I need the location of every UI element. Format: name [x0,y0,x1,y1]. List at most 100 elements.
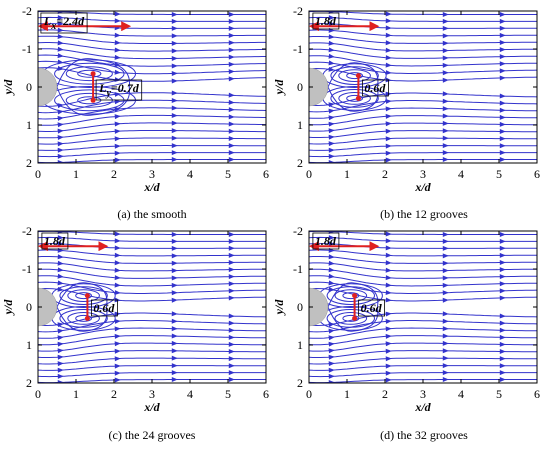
streamline [38,287,266,302]
streamline-arrow [171,40,178,46]
streamline [38,35,266,44]
x-tick-label: 2 [382,167,388,181]
streamline-arrow [171,25,178,31]
streamline-arrow [57,46,64,52]
streamline-arrow [442,348,449,354]
ly-label: 0.6d [93,301,115,315]
streamline [309,350,537,358]
lx-label-box [312,12,340,30]
streamline-arrow [442,333,449,339]
streamline-arrow [114,348,121,354]
cylinder [309,67,329,107]
streamline-arrow [442,91,449,97]
x-axis-label: x/d [143,180,160,194]
streamline-arrow [171,70,178,76]
x-tick-label: 0 [306,387,312,401]
streamline-arrow [442,77,449,83]
streamline-arrow [228,232,235,237]
streamline [38,268,266,279]
ly-endpoint [84,315,90,321]
streamline-arrow [385,245,392,251]
streamline-arrow [228,25,235,31]
streamline-arrow [385,326,392,332]
streamline-arrow [499,341,506,347]
streamline [38,275,266,287]
streamline-arrow [385,377,392,383]
streamline-arrow [499,61,506,67]
vortex-loop [75,292,92,300]
streamline-arrow [499,245,506,251]
streamline-arrow [328,128,335,134]
streamline-arrow [57,40,64,46]
streamline [38,342,266,352]
streamline-arrow [328,159,335,163]
streamline [309,320,537,333]
ly-label-box [95,79,143,101]
streamline-arrow [171,78,178,84]
streamline-arrow [171,333,178,339]
y-tick-label: 0 [297,80,303,94]
streamline-arrow [57,367,64,373]
vortex-loop [65,66,113,82]
streamline-arrow [499,75,506,81]
panel-2: 0 1 2 3 4 5 6 -2 -1 0 1 2 x/d y/d 1.8d 0.6d (c) the 24 g… [1,224,269,442]
streamline-arrow [442,33,449,39]
streamline-arrow [385,40,392,46]
streamline-arrow [114,143,121,149]
streamline [38,256,266,264]
streamline-arrow [57,159,64,163]
streamline-arrow [442,18,449,24]
streamline [38,327,266,339]
panel-caption: (a) the smooth [117,207,186,221]
y-tick-label: 2 [297,156,303,170]
cylinder [38,287,58,327]
lx-label: 1.8d [315,14,337,28]
streamline-arrow [328,40,335,46]
streamline-arrow [385,231,392,237]
streamline-arrow [442,12,449,17]
y-axis-label: y/d [272,79,286,97]
streamline-arrow [499,12,506,17]
streamline-arrow [328,60,335,66]
streamline-arrow [57,65,64,71]
streamline-arrow [328,348,335,354]
streamline-arrow [228,92,235,98]
vortex-loop [67,289,100,303]
separatrix [56,306,108,332]
ly-label: 0.6d [364,81,386,95]
streamline-arrow [171,370,178,376]
streamline-arrow [328,322,335,328]
x-tick-label: 5 [496,167,502,181]
streamline-arrow [171,326,178,332]
streamline-arrow [442,260,449,266]
streamline-arrow [385,18,392,24]
streamline-arrow [228,267,235,273]
separatrix [56,86,130,116]
ly-label: Ly=0.7d [98,81,140,99]
streamline-arrow [442,311,449,317]
streamline [309,275,537,287]
streamline [309,145,537,151]
streamline-arrow [114,341,121,347]
streamline-arrow [442,55,449,61]
y-tick-label: 1 [297,118,303,132]
streamline-arrow [442,245,449,251]
streamline [38,372,266,378]
streamline-arrow [442,120,449,126]
streamline-arrow [328,115,335,121]
vortex-loop [338,69,371,82]
x-tick-label: 6 [534,167,540,181]
streamline-arrow [228,260,235,266]
x-tick-label: 1 [73,387,79,401]
y-tick-label: -2 [22,224,32,238]
streamline-arrow [57,135,64,141]
streamline-arrow [385,297,392,303]
streamline-arrow [442,290,449,296]
streamline-arrow [228,356,235,362]
streamline-arrow [114,62,121,68]
streamline-arrow [442,268,449,274]
streamlines [309,231,537,383]
y-tick-label: 0 [26,80,32,94]
